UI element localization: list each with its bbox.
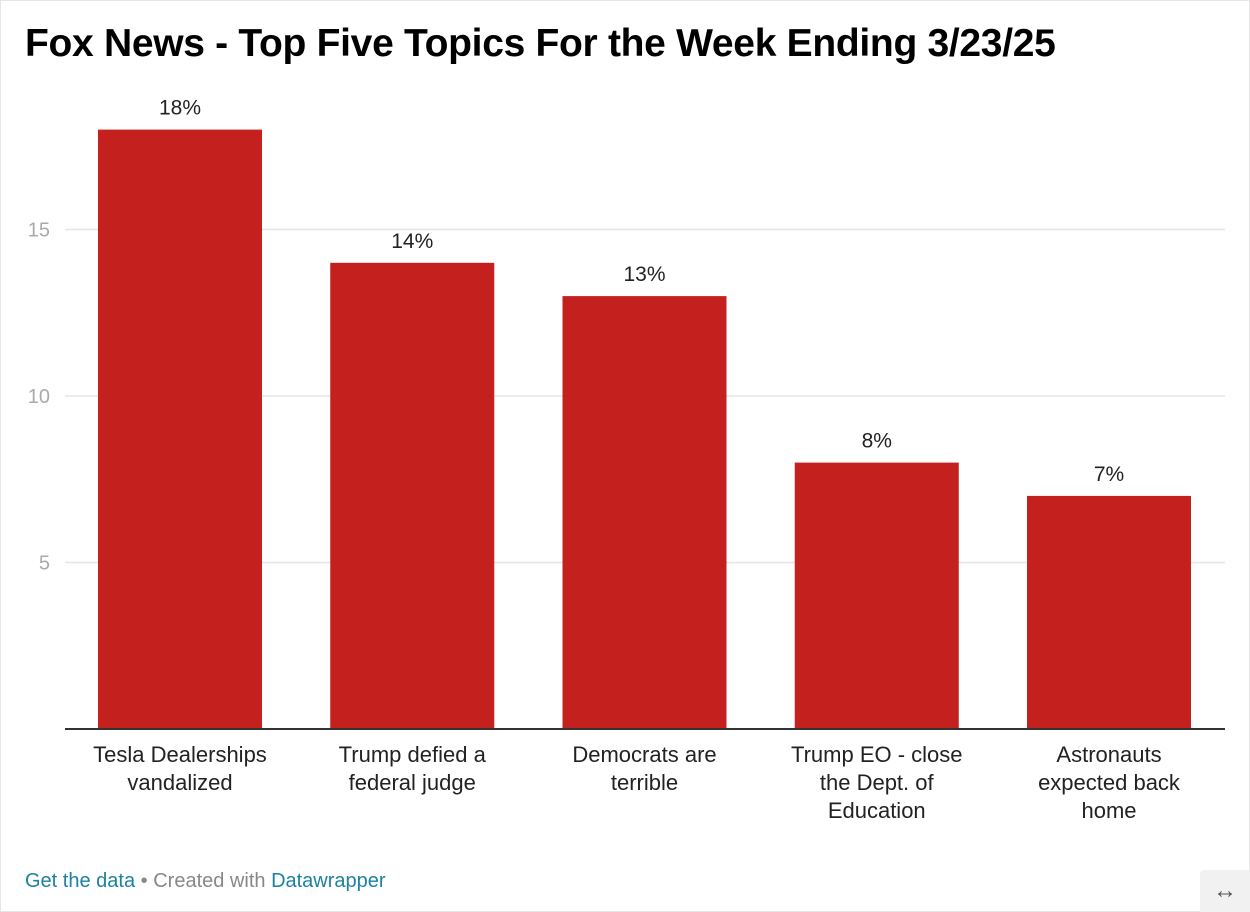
bar: [330, 262, 495, 729]
category-label-line: vandalized: [127, 770, 232, 795]
category-label-line: Astronauts: [1056, 742, 1161, 767]
data-label: 8%: [862, 430, 892, 453]
chart-title: Fox News - Top Five Topics For the Week …: [25, 22, 1056, 65]
get-the-data-link[interactable]: Get the data: [25, 870, 136, 892]
data-label: 18%: [159, 97, 201, 120]
category-label-line: Democrats are: [572, 742, 716, 767]
bar: [1027, 495, 1191, 729]
category-label: Trump defied a federal judge: [339, 742, 487, 795]
bar: [562, 296, 727, 729]
category-label-line: Education: [828, 798, 926, 823]
category-label-line: Tesla Dealerships: [93, 742, 267, 767]
category-label-line: Trump defied a: [339, 742, 487, 767]
category-label-line: the Dept. of: [820, 770, 935, 795]
category-label: Astronauts expected back home: [1038, 742, 1181, 823]
category-label-line: home: [1081, 798, 1136, 823]
category-label-line: Trump EO - close: [791, 742, 963, 767]
y-tick-label: 10: [28, 386, 50, 408]
chart-footer: Get the data • Created with Datawrapper: [25, 870, 386, 893]
datawrapper-link[interactable]: Datawrapper: [271, 870, 386, 892]
category-labels: Tesla Dealerships vandalized Trump defied …: [93, 742, 1181, 823]
category-label: Democrats are terrible: [572, 742, 716, 795]
y-tick-label: 5: [39, 553, 50, 575]
expand-icon[interactable]: ↔: [1200, 870, 1250, 912]
category-label-line: expected back: [1038, 770, 1181, 795]
data-label: 14%: [391, 230, 433, 253]
bar-chart: 5 10 15 18% 14% 13% 8% 7% Tesla Dealerships van…: [28, 97, 1225, 823]
category-label-line: federal judge: [349, 770, 476, 795]
bar: [98, 129, 262, 730]
created-with-text: Created with: [153, 870, 266, 892]
category-label-line: terrible: [611, 770, 678, 795]
bar: [794, 462, 959, 729]
footer-separator: •: [140, 870, 148, 892]
category-label: Tesla Dealerships vandalized: [93, 742, 267, 795]
category-label: Trump EO - close the Dept. of Education: [791, 742, 963, 823]
data-label: 13%: [623, 263, 665, 286]
data-labels: 18% 14% 13% 8% 7%: [159, 97, 1124, 486]
data-label: 7%: [1094, 463, 1124, 486]
y-tick-label: 15: [28, 220, 50, 242]
bars: [98, 129, 1191, 730]
